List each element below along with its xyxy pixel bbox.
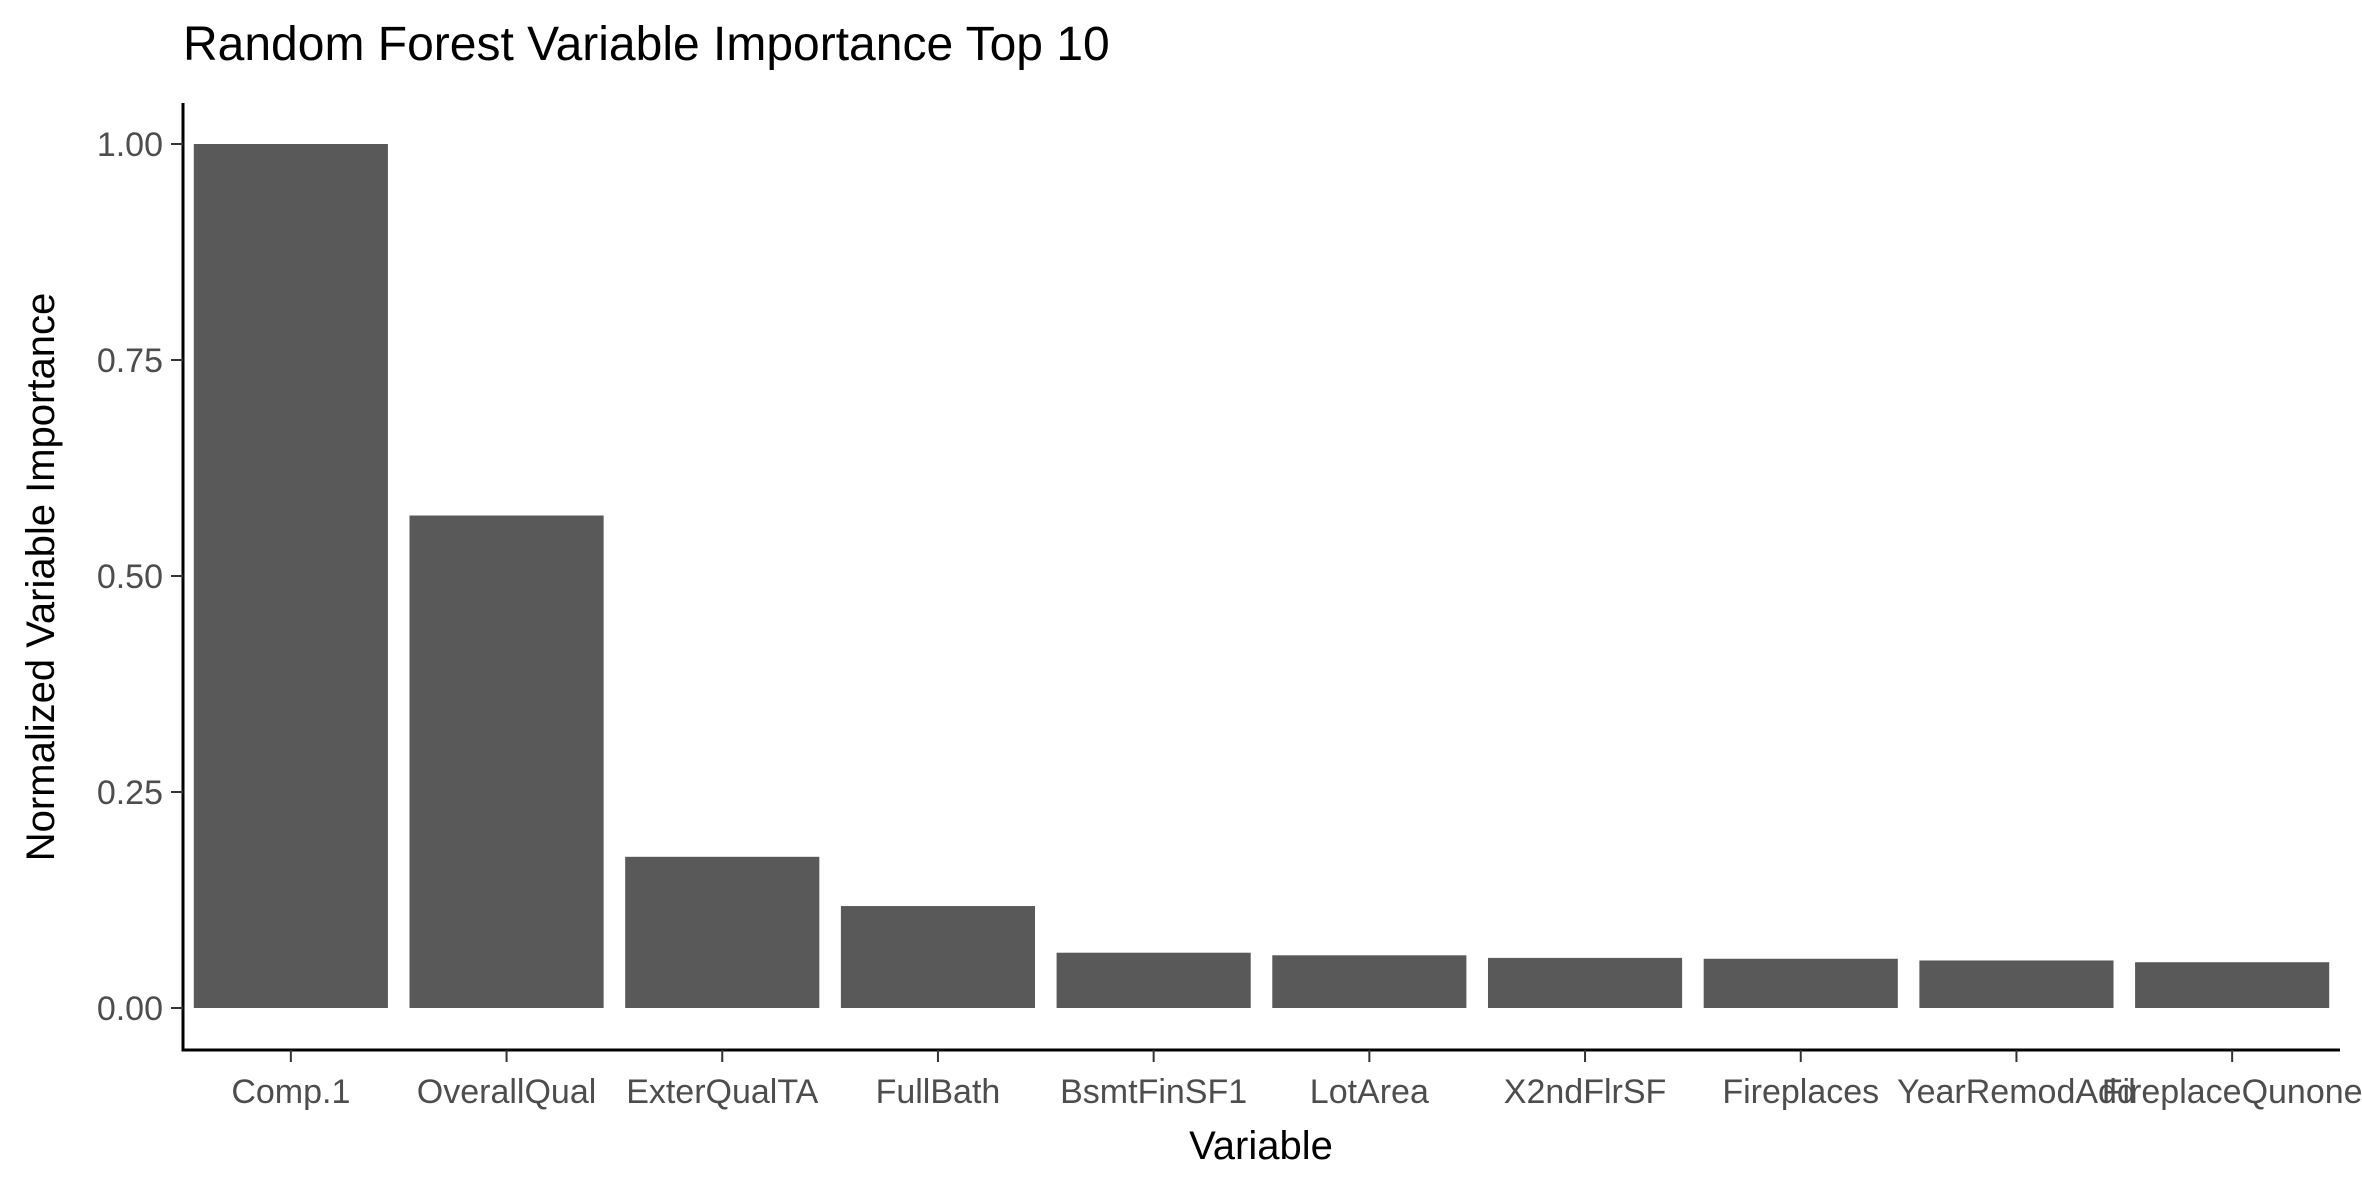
x-tick-label: FireplaceQunone (2102, 1073, 2362, 1111)
chart-title: Random Forest Variable Importance Top 10 (183, 18, 1110, 71)
bar-exterqualta (625, 856, 820, 1008)
y-tick-label: 0.50 (97, 558, 163, 596)
y-axis: 0.00 0.25 0.50 0.75 1.00 (97, 103, 185, 1052)
x-tick-label: X2ndFlrSF (1504, 1073, 1667, 1111)
bar-fullbath (840, 906, 1036, 1008)
x-axis-title: Variable (1189, 1124, 1333, 1168)
bar-comp-1 (193, 144, 388, 1008)
bar-yearremodadd (1919, 960, 2114, 1008)
x-tick-label: YearRemodAdd (1897, 1073, 2136, 1111)
x-tick-label: BsmtFinSF1 (1060, 1073, 1247, 1111)
x-tick-label: ExterQualTA (626, 1073, 818, 1111)
x-tick-label: Fireplaces (1722, 1073, 1879, 1111)
bar-overallqual (409, 515, 604, 1008)
bar-lotarea (1272, 955, 1467, 1008)
y-tick-label: 0.75 (97, 342, 163, 380)
bar-x2ndflrsf (1487, 957, 1683, 1008)
bars-layer (193, 144, 2330, 1008)
x-tick-label: FullBath (876, 1073, 1001, 1111)
y-tick-label: 0.00 (97, 990, 163, 1028)
y-axis-title: Normalized Variable Importance (19, 293, 63, 861)
bar-bsmtfinsf1 (1056, 952, 1251, 1008)
x-tick-label: OverallQual (417, 1073, 597, 1111)
y-tick-label: 1.00 (97, 126, 163, 164)
x-axis: Comp.1 OverallQual ExterQualTA FullBath Bsmt… (183, 1048, 2362, 1111)
x-tick-label: Comp.1 (231, 1073, 350, 1111)
x-tick-label: LotArea (1310, 1073, 1429, 1111)
bar-fireplacequnone (2135, 962, 2330, 1008)
y-tick-label: 0.25 (97, 774, 163, 812)
bar-fireplaces (1703, 958, 1898, 1008)
